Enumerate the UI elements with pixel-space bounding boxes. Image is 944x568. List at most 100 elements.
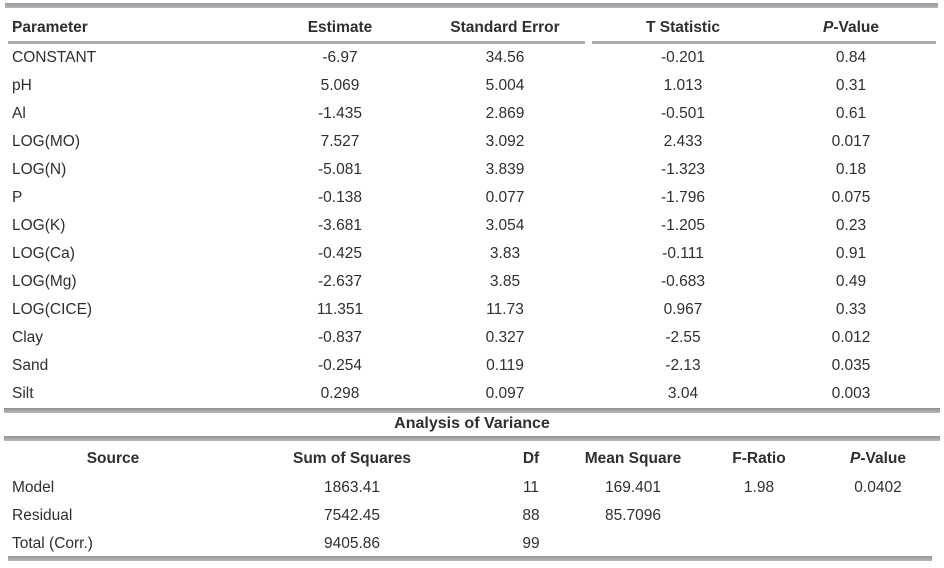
p-value-label-rest: -Value — [833, 18, 879, 36]
cell-p-value: 0.91 — [835, 245, 867, 262]
cell-parameter: Al — [12, 105, 26, 122]
cell-p-value: 0.49 — [835, 273, 867, 290]
cell-estimate: -3.681 — [318, 217, 362, 234]
cell-standard-error: 3.054 — [485, 217, 525, 234]
cell-estimate: -5.081 — [318, 161, 362, 178]
header-rule-left-segment — [8, 41, 585, 44]
cell-estimate: -0.837 — [318, 329, 362, 346]
cell-anova-p-value — [828, 530, 928, 558]
anova-section-title: Analysis of Variance — [394, 415, 550, 432]
cell-standard-error: 3.85 — [489, 273, 521, 290]
cell-parameter: LOG(Ca) — [12, 245, 75, 262]
cell-t-statistic: -1.205 — [661, 217, 705, 234]
anova-table-body: Model 1863.41 11 169.401 1.98 0.0402 Res… — [8, 474, 928, 558]
cell-anova-p-value: 0.0402 — [854, 479, 902, 496]
column-header-standard-error: Standard Error — [450, 18, 560, 36]
cell-parameter: LOG(MO) — [12, 133, 81, 150]
cell-p-value: 0.075 — [831, 189, 871, 206]
column-header-sum-of-squares: Sum of Squares — [293, 450, 411, 467]
cell-standard-error: 0.119 — [486, 357, 524, 374]
cell-sum-of-squares: 9405.86 — [323, 535, 381, 552]
cell-df: 11 — [522, 479, 540, 496]
cell-estimate: -6.97 — [322, 49, 358, 66]
cell-p-value: 0.23 — [835, 217, 867, 234]
regression-table-body: CONSTANT -6.97 34.56 -0.201 0.84 pH 5.06… — [8, 44, 906, 408]
cell-f-ratio — [690, 502, 828, 530]
table-row: LOG(Mg) -2.637 3.85 -0.683 0.49 — [8, 268, 906, 296]
cell-parameter: CONSTANT — [12, 49, 97, 66]
cell-mean-square: 85.7096 — [604, 507, 662, 524]
table-row: P -0.138 0.077 -1.796 0.075 — [8, 184, 906, 212]
column-header-anova-p-value: P-Value — [828, 444, 928, 474]
cell-p-value: 0.035 — [831, 357, 871, 374]
anova-header-row: Source Sum of Squares Df Mean Square F-R… — [8, 444, 928, 474]
cell-p-value: 0.84 — [835, 49, 867, 66]
cell-estimate: -0.138 — [318, 189, 362, 206]
table-row: LOG(CICE) 11.351 11.73 0.967 0.33 — [8, 296, 906, 324]
cell-t-statistic: 0.967 — [663, 301, 703, 318]
cell-source: Residual — [12, 507, 73, 524]
cell-p-value: 0.012 — [831, 329, 871, 346]
cell-parameter: Silt — [12, 385, 34, 402]
cell-anova-p-value — [828, 502, 928, 530]
anova-table: Source Sum of Squares Df Mean Square F-R… — [8, 444, 928, 558]
top-rule — [5, 3, 938, 8]
bottom-rule — [8, 556, 932, 561]
table-row: LOG(MO) 7.527 3.092 2.433 0.017 — [8, 128, 906, 156]
table-row: Residual 7542.45 88 85.7096 — [8, 502, 928, 530]
cell-estimate: 5.069 — [320, 77, 360, 94]
cell-standard-error: 5.004 — [485, 77, 525, 94]
table-row: Clay -0.837 0.327 -2.55 0.012 — [8, 324, 906, 352]
table-row: LOG(K) -3.681 3.054 -1.205 0.23 — [8, 212, 906, 240]
column-header-estimate: Estimate — [307, 18, 373, 36]
table-row: LOG(N) -5.081 3.839 -1.323 0.18 — [8, 156, 906, 184]
table-row: Silt 0.298 0.097 3.04 0.003 — [8, 380, 906, 408]
cell-p-value: 0.33 — [835, 301, 867, 318]
cell-estimate: 0.298 — [320, 385, 360, 402]
p-value-italic-letter: P — [849, 450, 861, 467]
cell-parameter: LOG(K) — [12, 217, 66, 234]
anova-divider-bottom — [4, 436, 940, 441]
cell-t-statistic: -0.111 — [662, 245, 704, 262]
cell-p-value: 0.017 — [831, 133, 871, 150]
cell-standard-error: 2.869 — [485, 105, 525, 122]
column-header-mean-square: Mean Square — [584, 450, 682, 467]
table-row: Model 1863.41 11 169.401 1.98 0.0402 — [8, 474, 928, 502]
table-row: Total (Corr.) 9405.86 99 — [8, 530, 928, 558]
regression-table: Parameter Estimate Standard Error T Stat… — [8, 11, 906, 408]
cell-estimate: 11.351 — [316, 301, 364, 318]
cell-df: 88 — [522, 507, 540, 524]
table-row: Sand -0.254 0.119 -2.13 0.035 — [8, 352, 906, 380]
column-header-source: Source — [86, 450, 140, 467]
cell-t-statistic: -0.501 — [661, 105, 705, 122]
column-header-t-statistic: T Statistic — [645, 18, 721, 36]
cell-estimate: -2.637 — [318, 273, 362, 290]
cell-mean-square: 169.401 — [604, 479, 662, 496]
cell-parameter: P — [12, 189, 23, 206]
cell-t-statistic: -2.55 — [665, 329, 701, 346]
cell-t-statistic: -1.796 — [661, 189, 705, 206]
cell-parameter: LOG(CICE) — [12, 301, 93, 318]
table-row: LOG(Ca) -0.425 3.83 -0.111 0.91 — [8, 240, 906, 268]
cell-standard-error: 11.73 — [486, 301, 524, 318]
cell-standard-error: 0.327 — [485, 329, 525, 346]
p-value-label-rest: -Value — [860, 450, 906, 467]
cell-t-statistic: 2.433 — [663, 133, 703, 150]
cell-p-value: 0.31 — [835, 77, 867, 94]
cell-t-statistic: -1.323 — [661, 161, 705, 178]
cell-t-statistic: -0.683 — [661, 273, 705, 290]
cell-source: Total (Corr.) — [12, 535, 93, 552]
cell-p-value: 0.61 — [835, 105, 867, 122]
cell-f-ratio: 1.98 — [743, 479, 775, 496]
cell-f-ratio — [690, 530, 828, 558]
column-header-df: Df — [522, 450, 540, 467]
table-row: CONSTANT -6.97 34.56 -0.201 0.84 — [8, 44, 906, 72]
regression-header-row: Parameter Estimate Standard Error T Stat… — [8, 11, 906, 44]
cell-p-value: 0.003 — [831, 385, 871, 402]
column-header-p-value: P-Value — [796, 11, 906, 44]
column-header-f-ratio: F-Ratio — [732, 450, 786, 467]
cell-t-statistic: 1.013 — [663, 77, 703, 94]
table-row: Al -1.435 2.869 -0.501 0.61 — [8, 100, 906, 128]
cell-parameter: Clay — [12, 329, 44, 346]
anova-divider-top — [4, 408, 940, 413]
